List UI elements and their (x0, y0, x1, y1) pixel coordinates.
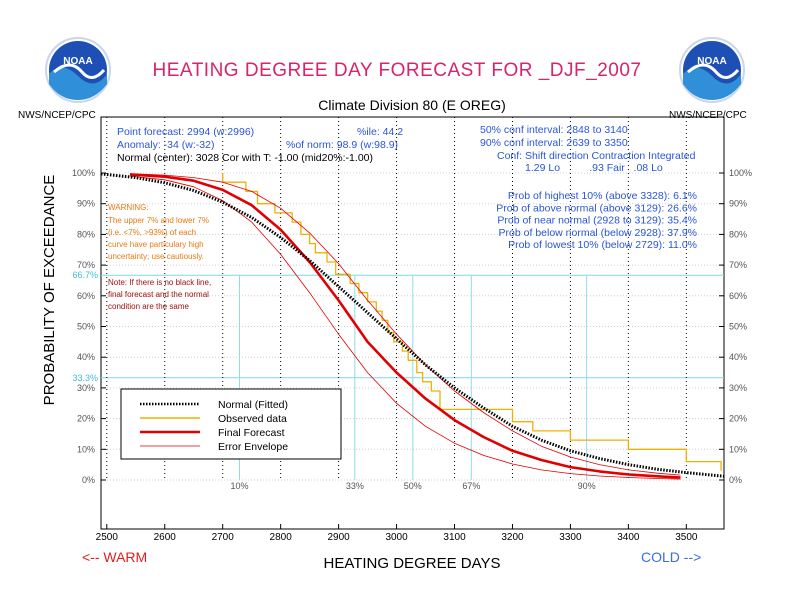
note-line: condition are the same (108, 302, 189, 311)
normal-center-text: Normal (center): 3028 Cor with T: -1.00 … (117, 152, 373, 164)
pct-of-norm-text: %of norm: 98.9 (w:98.9) (286, 139, 398, 151)
x-tick-label: 3500 (675, 532, 698, 543)
probability-lines: Prob of highest 10% (above 3328): 6.1%Pr… (496, 190, 697, 251)
y-tick-label: 10% (77, 444, 95, 454)
y-tick-label-right: 100% (729, 168, 752, 178)
x-tick-label: 3300 (559, 532, 582, 543)
logo-text: NOAA (697, 56, 726, 67)
percentile-text: %ile: 44.2 (357, 126, 403, 138)
x-tick-label: 2600 (154, 532, 177, 543)
legend-label: Observed data (218, 413, 287, 425)
x-tick-label: 3000 (385, 532, 408, 543)
note-line: Note: If there is no black line, (108, 278, 211, 287)
tercile-ref-label: 66.7% (72, 270, 98, 280)
x-tick-label: 3400 (617, 532, 640, 543)
percentile-label: 10% (231, 481, 249, 491)
percentile-label: 33% (346, 481, 364, 491)
chart-subtitle: Climate Division 80 (E OREG) (318, 97, 506, 113)
warning-block: WARNING: The upper 7% and lower 7% (i.e.… (108, 203, 209, 261)
noaa-logo-right: NOAA (679, 37, 745, 103)
conf-header-text: Conf: Shift direction Contraction Integr… (497, 150, 696, 162)
axes: 0% 0% 10% 10% 20% 20% 30% 30% 40% 40% 50% 50% 60% 60%… (72, 168, 752, 543)
y-tick-label: 90% (77, 199, 95, 209)
x-tick-label: 2500 (96, 532, 119, 543)
y-tick-label: 60% (77, 291, 95, 301)
point-forecast-text: Point forecast: 2994 (w:2996) (117, 126, 254, 138)
y-tick-label-right: 10% (729, 444, 747, 454)
series-layer (100, 172, 725, 480)
y-tick-label: 20% (77, 414, 95, 424)
y-tick-label: 100% (72, 168, 95, 178)
y-tick-label: 50% (77, 322, 95, 332)
legend-label: Error Envelope (218, 441, 288, 453)
anomaly-text: Anomaly: -34 (w:-32) (117, 139, 214, 151)
percentile-label: 50% (404, 481, 422, 491)
conf50-text: 50% conf interval: 2848 to 3140 (480, 124, 628, 136)
y-tick-label-right: 80% (729, 229, 747, 239)
y-tick-label-right: 20% (729, 414, 747, 424)
y-axis-label: PROBABILITY OF EXCEEDANCE (41, 175, 58, 406)
probability-line: Prob of above normal (above 3129): 26.6% (496, 202, 697, 214)
note-block: Note: If there is no black line, final f… (108, 278, 211, 311)
x-tick-label: 2700 (212, 532, 235, 543)
y-tick-label: 30% (77, 383, 95, 393)
y-tick-label: 80% (77, 229, 95, 239)
series-final-forecast (129, 173, 681, 479)
plot-frame (100, 116, 725, 530)
y-tick-label-right: 50% (729, 322, 747, 332)
legend-label: Final Forecast (218, 427, 285, 439)
x-tick-label: 2800 (270, 532, 293, 543)
noaa-logo-left: NOAA (45, 37, 111, 103)
probability-line: Prob of near normal (2928 to 3129): 35.4… (497, 215, 697, 227)
legend: Normal (Fitted) Observed data Final Foreca… (120, 388, 342, 460)
conf90-text: 90% conf interval: 2639 to 3350 (480, 137, 628, 149)
warm-label: <-- WARM (82, 549, 147, 565)
warning-line: The upper 7% and lower 7% (108, 216, 209, 225)
percentile-label: 90% (578, 481, 596, 491)
y-tick-label: 70% (77, 260, 95, 270)
percentile-label: 67% (462, 481, 480, 491)
series-normal-fitted (100, 172, 725, 478)
legend-label: Normal (Fitted) (218, 399, 288, 411)
y-tick-label-right: 0% (729, 475, 742, 485)
y-tick-label-right: 40% (729, 352, 747, 362)
grid (101, 117, 724, 481)
y-tick-label: 40% (77, 352, 95, 362)
x-tick-label: 3200 (501, 532, 524, 543)
org-label-left: NWS/NCEP/CPC (18, 110, 96, 121)
series-error-envelope-upper (129, 173, 681, 476)
legend-box (120, 388, 342, 460)
percentile-lines: 10% 33% 50% 67% 90% (231, 275, 596, 491)
x-tick-label: 3100 (443, 532, 466, 543)
probability-line: Prob of below normal (below 2928): 37.9% (499, 227, 697, 239)
warning-line: curve have particulary high (108, 240, 204, 249)
y-tick-label: 0% (82, 475, 95, 485)
warning-title: WARNING: (108, 203, 149, 212)
probability-line: Prob of highest 10% (above 3328): 6.1% (508, 190, 697, 202)
probability-line: Prob of lowest 10% (below 2729): 11.0% (508, 239, 697, 251)
tercile-ref-label: 33.3% (72, 373, 98, 383)
y-tick-label-right: 60% (729, 291, 747, 301)
org-label-right: NWS/NCEP/CPC (669, 110, 747, 121)
chart-title: HEATING DEGREE DAY FORECAST FOR _DJF_200… (153, 60, 642, 81)
logo-text: NOAA (63, 56, 92, 67)
warning-line: (i.e. <7%, >93%) of each (108, 228, 196, 237)
warning-line: uncertainty; use cautiously. (108, 252, 204, 261)
info-block: Point forecast: 2994 (w:2996) %ile: 44.2… (117, 124, 696, 174)
conf-values-text: 1.29 Lo .93 Fair .08 Lo (525, 162, 663, 174)
note-line: final forecast and the normal (108, 290, 209, 299)
cold-label: COLD --> (641, 549, 701, 565)
x-axis-label: HEATING DEGREE DAYS (324, 555, 501, 572)
y-tick-label-right: 30% (729, 383, 747, 393)
series-error-envelope-lower (129, 175, 681, 480)
y-tick-label-right: 70% (729, 260, 747, 270)
y-tick-label-right: 90% (729, 199, 747, 209)
x-tick-label: 2900 (327, 532, 350, 543)
